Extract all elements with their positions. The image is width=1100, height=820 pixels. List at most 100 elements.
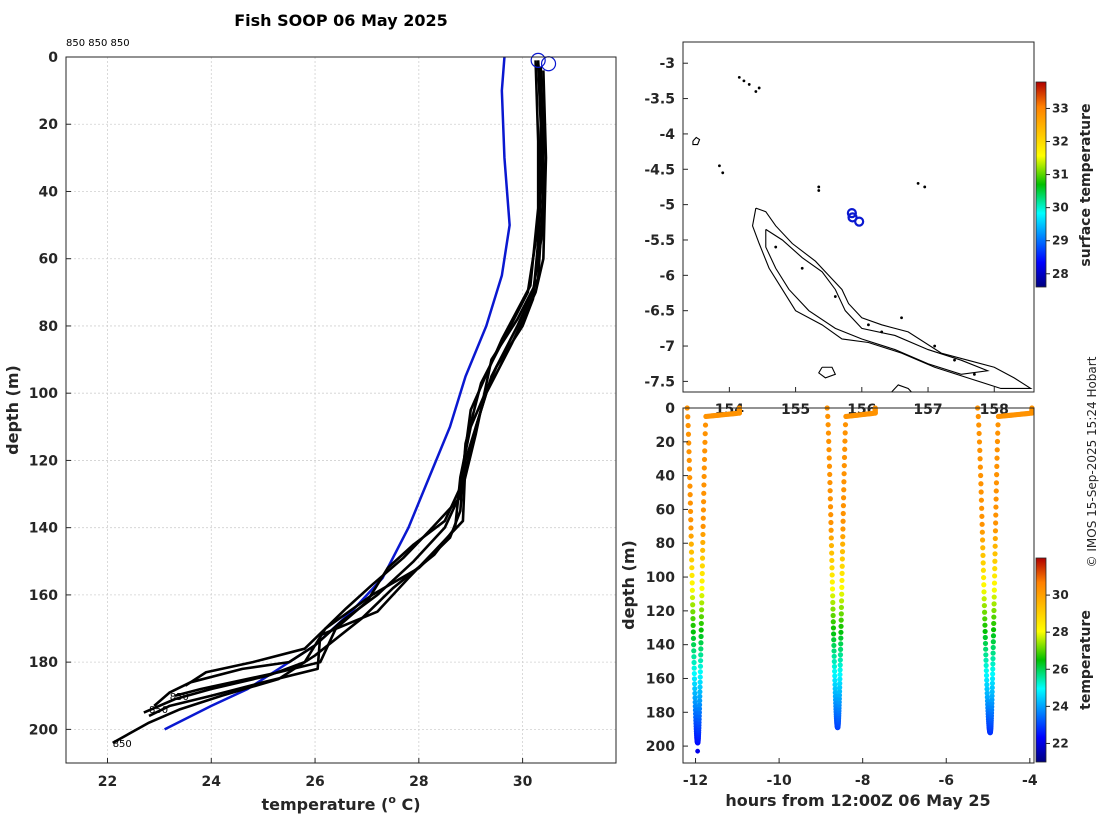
cast-point — [831, 648, 837, 654]
cast-point — [697, 669, 703, 675]
cast-point — [830, 612, 836, 619]
cast-point — [698, 658, 704, 664]
station-marker — [846, 208, 857, 219]
coastline — [891, 384, 912, 393]
cast-point — [686, 449, 692, 455]
cast-point — [699, 555, 706, 561]
cast-point — [980, 552, 986, 558]
map-axes-box — [682, 41, 1035, 393]
cast-point — [699, 593, 705, 599]
map-y-tick-label: -5 — [659, 198, 675, 214]
time-y-tick-label: 20 — [656, 435, 676, 451]
x-tick-label: 30 — [513, 774, 533, 790]
cast-point — [691, 642, 697, 648]
cast-point — [698, 620, 704, 627]
cast-point — [984, 690, 990, 696]
cast-point — [698, 640, 704, 646]
cast-point — [699, 600, 705, 606]
cast-point — [839, 570, 845, 576]
cast-point — [989, 693, 995, 699]
cast-point — [838, 617, 844, 623]
map-y-tick-label: -3.5 — [644, 92, 675, 108]
cast-point — [994, 438, 1001, 445]
cast-point — [992, 551, 998, 557]
islet — [916, 182, 920, 185]
x-axis-label-sup: o — [388, 793, 396, 806]
time-x-tick-label: -4 — [1022, 773, 1038, 789]
cast-point — [976, 439, 983, 445]
cast-point — [700, 547, 706, 553]
cast-point — [697, 674, 703, 680]
cast-point — [983, 652, 989, 658]
cast-point — [840, 526, 846, 532]
cast-point — [700, 499, 707, 505]
surface-temp-colorbar-label: surface temperature — [1078, 103, 1094, 266]
coastline — [818, 366, 837, 379]
cast-point — [692, 695, 698, 701]
time-y-tick-label: 160 — [646, 671, 675, 687]
cast-point — [688, 525, 694, 531]
islet — [757, 86, 761, 90]
cast-point — [830, 631, 837, 637]
temperature-colorbar — [1035, 557, 1047, 763]
cast-point — [702, 439, 708, 445]
cast-point — [689, 594, 696, 601]
map-y-tick-label: -3 — [659, 56, 675, 72]
cast-point — [837, 657, 843, 663]
cast-point — [830, 606, 836, 612]
colorbar-tick-label: 29 — [1052, 234, 1069, 248]
cast-point — [830, 625, 837, 631]
cast-point — [839, 549, 846, 555]
coastline — [692, 136, 701, 146]
cast-point — [700, 539, 706, 546]
cast-point — [697, 684, 703, 690]
cast-point — [838, 641, 844, 647]
end-label: 850 — [170, 692, 189, 703]
cast-point — [983, 657, 989, 663]
colorbar-tick-label: 28 — [1052, 625, 1069, 639]
cast-point — [995, 430, 1001, 436]
cast-point — [827, 479, 833, 486]
cast-point — [990, 650, 996, 656]
cast-point — [827, 471, 833, 478]
cast-point — [991, 620, 997, 627]
cast-point — [837, 684, 843, 691]
cast-point — [984, 694, 990, 700]
cast-point — [838, 598, 845, 604]
end-label: 850 — [113, 739, 132, 750]
cast-point — [840, 503, 847, 509]
islet — [742, 79, 746, 83]
cast-point — [982, 616, 988, 622]
islet — [817, 189, 821, 192]
cast-point — [832, 682, 838, 688]
cast-point — [827, 488, 833, 494]
cast-point — [702, 448, 708, 454]
profile-series — [112, 60, 548, 744]
profile-grid — [66, 56, 616, 763]
cast-point — [697, 693, 703, 699]
cast-point — [841, 479, 847, 485]
cast-point — [840, 510, 846, 517]
cast-point — [993, 480, 1000, 486]
cast-point — [991, 607, 997, 614]
x-tick-label: 28 — [409, 774, 428, 790]
time-x-tick-label: -6 — [938, 773, 954, 789]
cast-point — [979, 521, 985, 527]
coastline — [765, 228, 990, 375]
islet — [953, 358, 956, 362]
cast-point — [982, 634, 988, 641]
cast-point — [702, 431, 708, 437]
temperature-colorbar-ticks: 22 24 26 28 30 — [1046, 588, 1069, 750]
profile-line — [184, 60, 545, 687]
time-axes-box — [682, 407, 1035, 764]
cast-point — [981, 582, 987, 588]
time-x-axis-label: hours from 12:00Z 06 May 25 — [725, 791, 990, 810]
cast-point — [993, 504, 999, 510]
cast-point — [978, 472, 984, 479]
profile-y-ticks: 0 20 40 60 80 100 120 140 160 180 200 — [29, 50, 71, 738]
cast-point — [993, 488, 999, 494]
cast-point — [993, 512, 999, 518]
cast-point — [825, 430, 832, 436]
cast-point — [829, 557, 835, 564]
